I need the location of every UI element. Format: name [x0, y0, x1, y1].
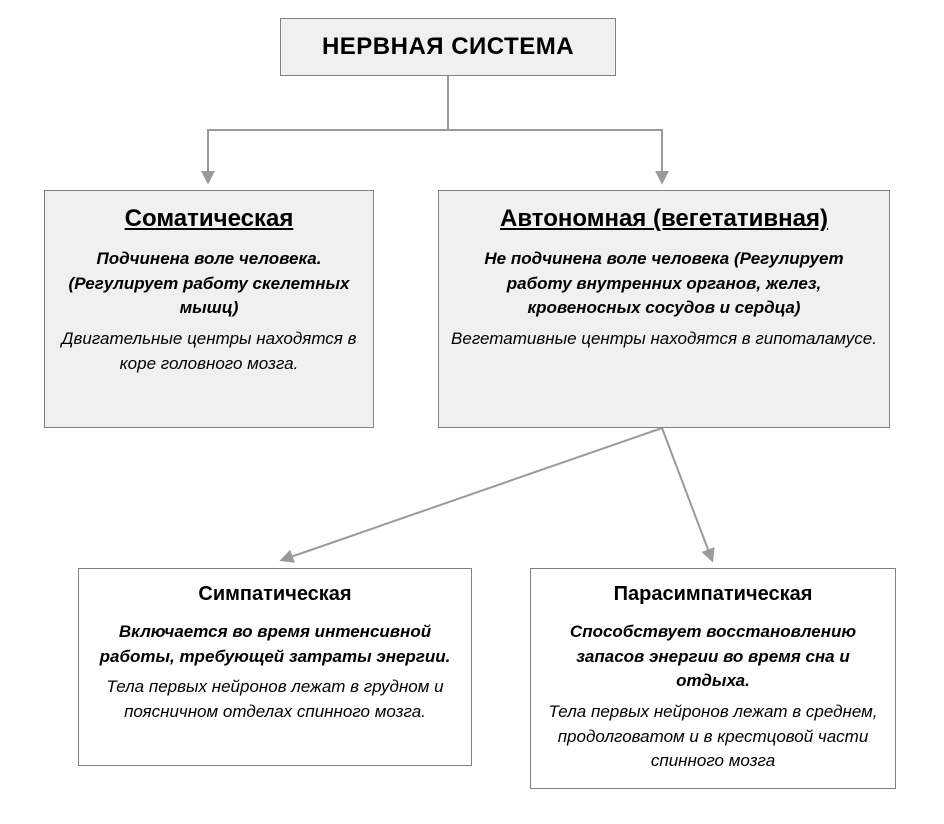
somatic-plain-desc: Двигательные центры находятся в коре гол…	[57, 327, 361, 376]
autonomic-title: Автономная (вегетативная)	[451, 205, 877, 233]
node-autonomic: Автономная (вегетативная) Не подчинена в…	[438, 190, 890, 428]
sympathetic-plain-desc: Тела первых нейронов лежат в грудном и п…	[91, 675, 459, 724]
root-title: НЕРВНАЯ СИСТЕМА	[293, 33, 603, 61]
node-root: НЕРВНАЯ СИСТЕМА	[280, 18, 616, 76]
edge-root-to-somatic	[208, 76, 448, 182]
parasympathetic-plain-desc: Тела первых нейронов лежат в среднем, пр…	[543, 700, 883, 774]
parasympathetic-bold-desc: Способствует восстановлению запасов энер…	[543, 620, 883, 694]
node-somatic: Соматическая Подчинена воле человека. (Р…	[44, 190, 374, 428]
node-sympathetic: Симпатическая Включается во время интенс…	[78, 568, 472, 766]
edge-autonomic-to-parasympathetic	[662, 428, 712, 560]
autonomic-bold-desc: Не подчинена воле человека (Регулирует р…	[451, 247, 877, 321]
node-parasympathetic: Парасимпатическая Способствует восстанов…	[530, 568, 896, 789]
somatic-bold-desc: Подчинена воле человека. (Регулирует раб…	[57, 247, 361, 321]
sympathetic-title: Симпатическая	[91, 583, 459, 606]
somatic-title: Соматическая	[57, 205, 361, 233]
autonomic-plain-desc: Вегетативные центры находятся в гипотала…	[451, 327, 877, 352]
parasympathetic-title: Парасимпатическая	[543, 583, 883, 606]
edge-autonomic-to-sympathetic	[282, 428, 662, 560]
sympathetic-bold-desc: Включается во время интенсивной работы, …	[91, 620, 459, 669]
edge-root-to-autonomic	[448, 76, 662, 182]
